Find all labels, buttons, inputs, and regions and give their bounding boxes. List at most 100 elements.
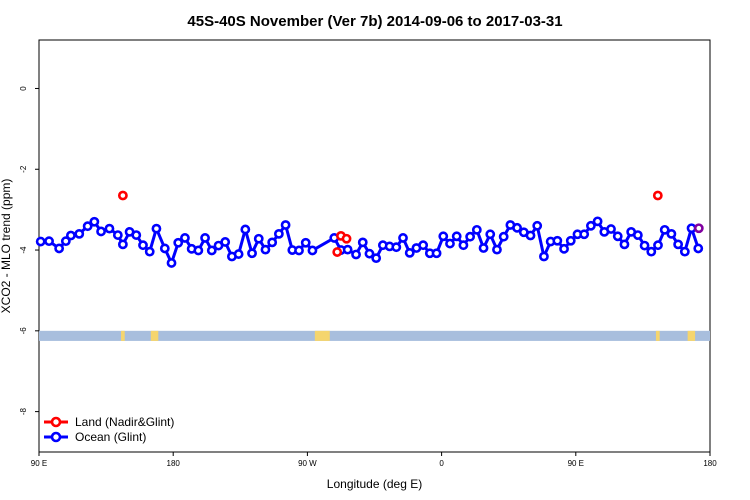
- ocean-point: [458, 240, 469, 251]
- legend-ocean-marker: [50, 431, 62, 443]
- ocean-point: [364, 248, 375, 259]
- land-patch: [121, 330, 125, 341]
- ocean-point: [398, 233, 408, 243]
- x-tick-label: 0: [439, 459, 444, 468]
- ocean-point: [418, 240, 429, 251]
- ocean-point: [159, 243, 170, 254]
- ocean-point: [579, 229, 590, 240]
- ocean-point: [512, 222, 522, 233]
- ocean-point: [253, 233, 264, 244]
- ocean-point: [260, 244, 271, 255]
- ocean-point: [131, 230, 142, 240]
- ocean-point: [451, 231, 462, 242]
- ocean-series: [35, 216, 704, 268]
- land-series: [117, 190, 704, 257]
- ocean-point: [166, 258, 177, 268]
- ocean-point: [606, 224, 616, 234]
- ocean-point: [342, 244, 353, 255]
- ocean-point: [112, 230, 123, 240]
- y-tick-label: -2: [19, 165, 28, 173]
- ocean-point: [465, 231, 476, 242]
- ocean-point: [200, 233, 210, 243]
- ocean-point: [646, 246, 657, 257]
- land-point: [652, 190, 663, 201]
- ocean-point: [693, 243, 704, 254]
- ocean-point: [173, 237, 184, 248]
- ocean-point: [471, 224, 482, 235]
- ocean-point: [525, 230, 536, 241]
- ocean-point: [673, 239, 684, 250]
- ocean-point: [351, 249, 361, 260]
- ocean-point: [559, 243, 569, 254]
- ocean-land-band: [39, 330, 710, 341]
- ocean-point: [619, 239, 630, 250]
- ocean-point: [532, 220, 543, 231]
- ocean-point: [193, 245, 204, 256]
- x-tick-label: 180: [703, 459, 717, 468]
- land-patch: [150, 330, 159, 341]
- ocean-point: [431, 248, 442, 259]
- land-patch: [655, 330, 660, 341]
- ocean-point: [438, 231, 449, 242]
- land-patch: [314, 330, 330, 341]
- y-axis-label: XCO2 - MLO trend (ppm): [0, 179, 13, 314]
- y-axis: 0 -2 -4 -6 -8: [19, 86, 39, 415]
- ocean-point: [273, 228, 284, 239]
- ocean-point: [180, 233, 190, 243]
- ocean-point: [280, 220, 291, 230]
- ocean-point: [233, 249, 244, 259]
- ocean-point: [552, 235, 563, 246]
- ocean-point: [35, 236, 46, 247]
- x-tick-label: 90 W: [298, 459, 317, 468]
- ocean-point: [539, 251, 549, 262]
- ocean-band: [39, 330, 710, 341]
- ocean-point: [65, 230, 76, 241]
- y-tick-label: -4: [19, 246, 28, 254]
- ocean-point: [144, 246, 155, 257]
- y-tick-label: -6: [19, 327, 28, 335]
- land-point: [341, 233, 352, 244]
- ocean-point: [54, 243, 65, 254]
- ocean-point: [404, 247, 415, 258]
- ocean-point: [659, 224, 670, 235]
- ocean-point: [653, 240, 663, 251]
- ocean-point: [307, 245, 318, 256]
- ocean-point: [220, 237, 231, 247]
- ocean-point: [89, 216, 100, 227]
- ocean-point: [82, 221, 93, 232]
- ocean-point: [117, 239, 128, 250]
- land-point: [117, 190, 128, 201]
- x-tick-label: 90 E: [568, 459, 584, 468]
- y-tick-label: 0: [19, 86, 28, 91]
- ocean-point: [96, 226, 106, 237]
- land-point: [693, 223, 704, 234]
- ocean-point: [632, 230, 643, 240]
- y-tick-label: -8: [19, 408, 28, 416]
- ocean-point: [247, 248, 257, 259]
- ocean-point: [565, 235, 576, 246]
- ocean-point: [592, 216, 603, 227]
- ocean-point: [639, 240, 650, 251]
- legend-land-label: Land (Nadir&Glint): [75, 415, 174, 429]
- ocean-point: [151, 223, 162, 234]
- x-axis-label: Longitude (deg E): [327, 477, 422, 491]
- x-tick-label: 90 E: [31, 459, 47, 468]
- ocean-point: [44, 236, 54, 247]
- x-tick-label: 180: [167, 459, 181, 468]
- land-patch: [687, 330, 696, 341]
- ocean-point: [445, 238, 455, 249]
- ocean-point: [498, 231, 509, 242]
- ocean-point: [679, 246, 690, 257]
- ocean-point: [371, 253, 382, 264]
- ocean-point: [666, 228, 677, 239]
- ocean-point: [391, 242, 402, 253]
- chart-title: 45S-40S November (Ver 7b) 2014-09-06 to …: [187, 13, 562, 30]
- ocean-point: [294, 245, 304, 256]
- ocean-point: [300, 237, 311, 248]
- ocean-point: [357, 237, 368, 248]
- ocean-point: [612, 231, 623, 242]
- ocean-point: [485, 229, 496, 240]
- ocean-point: [267, 237, 278, 248]
- ocean-point: [60, 236, 71, 247]
